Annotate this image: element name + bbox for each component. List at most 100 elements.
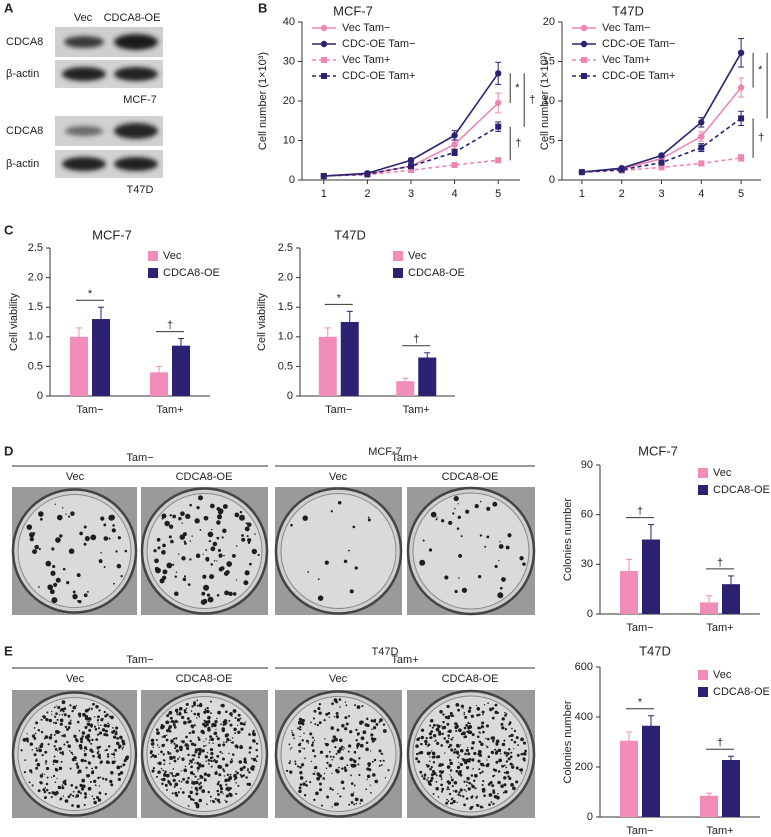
colony xyxy=(440,519,445,523)
colony xyxy=(350,801,354,804)
colony xyxy=(150,738,155,743)
colony xyxy=(367,762,372,766)
colony xyxy=(88,728,92,732)
colony xyxy=(426,745,429,748)
colony xyxy=(228,776,233,780)
colony xyxy=(223,741,225,743)
colony xyxy=(26,524,33,530)
colony xyxy=(486,535,490,539)
colony xyxy=(298,786,302,790)
chart-title: T47D xyxy=(612,3,644,18)
colony xyxy=(330,510,333,513)
colony xyxy=(198,764,202,768)
colony xyxy=(30,742,32,745)
colony xyxy=(106,755,110,758)
colony xyxy=(237,713,241,717)
colony xyxy=(329,787,332,789)
colony xyxy=(155,775,158,778)
colony xyxy=(219,784,223,788)
colony xyxy=(62,507,64,509)
colony xyxy=(440,744,443,747)
colony xyxy=(216,798,220,802)
colony xyxy=(344,716,348,720)
colony xyxy=(45,782,49,786)
colony xyxy=(296,765,300,768)
y-tick-label: 0 xyxy=(37,390,43,402)
colony xyxy=(372,726,377,730)
colony xyxy=(80,758,85,763)
colony xyxy=(355,802,358,805)
colony xyxy=(196,761,200,765)
colony xyxy=(106,753,110,756)
marker xyxy=(451,141,458,148)
colony xyxy=(322,777,325,780)
marker xyxy=(698,133,705,140)
colony xyxy=(459,748,464,753)
colony xyxy=(321,804,324,807)
colony xyxy=(238,760,243,764)
colony xyxy=(288,761,291,765)
colony xyxy=(121,739,125,744)
colony xyxy=(113,752,115,754)
colony xyxy=(228,591,233,596)
colony xyxy=(191,786,193,789)
colony xyxy=(429,760,431,762)
colony xyxy=(75,759,77,762)
colony xyxy=(344,768,348,772)
colony xyxy=(67,726,71,729)
colony xyxy=(316,723,320,727)
colony xyxy=(61,786,65,790)
colony xyxy=(54,503,56,505)
colony xyxy=(224,590,230,596)
colony xyxy=(225,733,229,737)
colony xyxy=(191,535,193,537)
colony xyxy=(510,733,514,738)
colony xyxy=(108,514,115,521)
colony xyxy=(40,718,43,721)
colony xyxy=(323,772,326,775)
colony xyxy=(189,771,194,775)
colony xyxy=(520,737,524,742)
colony xyxy=(61,734,64,737)
colony xyxy=(110,715,114,720)
colony xyxy=(247,767,249,770)
colony xyxy=(59,751,62,755)
colony xyxy=(437,796,440,798)
colony xyxy=(235,781,237,784)
colony xyxy=(91,738,94,742)
colony xyxy=(297,727,300,730)
colony xyxy=(222,720,226,725)
colony xyxy=(450,776,453,778)
colony xyxy=(181,791,185,794)
colony xyxy=(107,722,110,725)
colony xyxy=(507,533,512,538)
panel-label: B xyxy=(258,0,267,15)
colony xyxy=(203,584,210,591)
colony xyxy=(53,733,56,736)
colony xyxy=(95,738,99,742)
colony xyxy=(367,764,371,767)
significance-label: † xyxy=(637,506,643,518)
y-tick-label: 0 xyxy=(549,174,555,186)
colony xyxy=(112,753,116,756)
colony xyxy=(159,578,165,584)
colony xyxy=(174,575,177,578)
colony xyxy=(380,764,383,766)
panel-label: D xyxy=(4,443,13,458)
colony xyxy=(421,775,424,778)
colony xyxy=(497,793,499,795)
colony xyxy=(82,712,86,717)
colony xyxy=(58,747,62,751)
y-tick-label: 60 xyxy=(581,509,593,521)
colony xyxy=(225,794,229,798)
colony xyxy=(468,711,470,713)
colony xyxy=(209,747,214,752)
dish-rim xyxy=(280,493,397,609)
colony xyxy=(239,717,242,720)
colony xyxy=(66,580,70,585)
colony xyxy=(341,745,344,749)
bar xyxy=(396,381,415,396)
colony xyxy=(436,516,438,518)
colony-images xyxy=(11,486,536,819)
colony xyxy=(213,731,218,736)
